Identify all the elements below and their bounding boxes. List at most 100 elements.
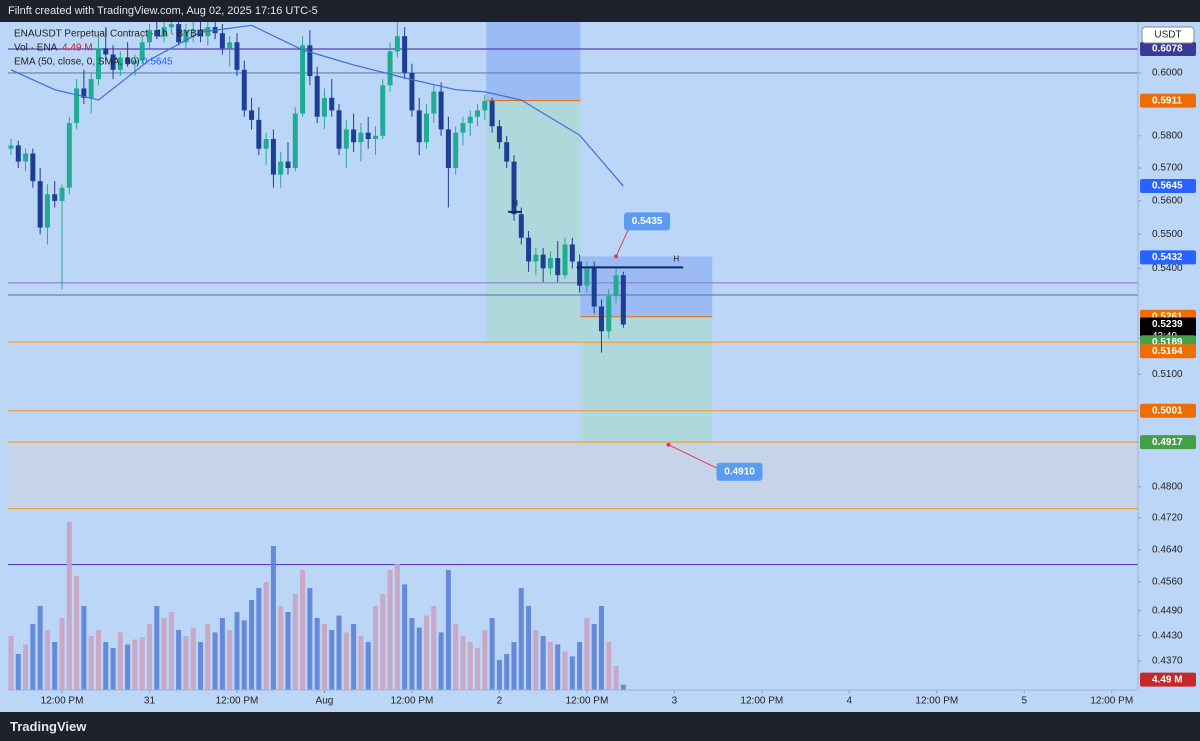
volume-bar xyxy=(117,632,123,690)
candle-body xyxy=(198,30,204,37)
candle-body xyxy=(30,153,36,182)
volume-bar xyxy=(52,642,58,690)
volume-bar xyxy=(402,584,408,690)
y-tick-label: 0.5700 xyxy=(1152,163,1183,174)
volume-bar xyxy=(409,618,415,690)
volume-legend: Vol · ENA xyxy=(14,43,58,54)
volume-bar xyxy=(496,660,502,690)
candle-body xyxy=(285,161,291,169)
volume-bar xyxy=(394,564,400,690)
y-tick-label: 0.4490 xyxy=(1152,605,1183,616)
candle-body xyxy=(482,100,488,111)
volume-bar xyxy=(489,618,495,690)
y-tick-label: 0.5600 xyxy=(1152,196,1183,207)
candle-body xyxy=(15,145,21,162)
volume-bar xyxy=(547,642,553,690)
y-tick-label: 0.5100 xyxy=(1152,369,1183,380)
volume-bar xyxy=(314,618,320,690)
candle-body xyxy=(88,79,94,98)
candle-body xyxy=(37,181,43,228)
candle-body xyxy=(321,97,327,117)
zone xyxy=(8,442,1138,509)
candle-body xyxy=(314,76,320,117)
header-bar: Filnft created with TradingView.com, Aug… xyxy=(0,0,1200,22)
candle-body xyxy=(547,258,553,269)
y-tick-label: 0.5400 xyxy=(1152,263,1183,274)
price-badge xyxy=(1140,250,1196,265)
volume-bar xyxy=(307,588,313,690)
candle-body xyxy=(278,161,284,175)
volume-bar xyxy=(37,606,43,690)
candle-body xyxy=(606,296,612,332)
candle-body xyxy=(613,275,619,297)
price-badge-label: 0.5189 xyxy=(1152,337,1183,348)
candle-body xyxy=(584,268,590,286)
volume-bar xyxy=(95,630,101,690)
candle-body xyxy=(241,69,247,111)
x-tick-label: 12:00 PM xyxy=(740,696,783,707)
volume-bar xyxy=(365,642,371,690)
volume-bar xyxy=(88,636,94,690)
volume-bar xyxy=(66,522,72,690)
candle-body xyxy=(219,33,225,49)
volume-bar xyxy=(577,642,583,690)
candle-body xyxy=(504,142,510,162)
axes: 0.6000 0.5800 0.5700 0.5600 0.5500 0.5400 0.52… xyxy=(8,22,1196,707)
volume-bar xyxy=(526,606,532,690)
callout-dot xyxy=(614,254,619,259)
volume-bar xyxy=(183,636,189,690)
x-tick-label: 12:00 PM xyxy=(1090,696,1133,707)
callout-pointer xyxy=(668,444,725,473)
volume-bar xyxy=(15,654,21,690)
currency: USDT xyxy=(1154,30,1181,41)
candle-body xyxy=(117,57,123,70)
volume-bar xyxy=(555,644,561,690)
x-tick-label: 12:00 PM xyxy=(565,696,608,707)
volume-bar xyxy=(285,612,291,690)
volume-bar xyxy=(475,648,481,690)
volume-bar xyxy=(533,630,539,690)
price-badge-label: 0.6078 xyxy=(1152,44,1183,55)
candle-body xyxy=(380,85,386,136)
candle-body xyxy=(139,42,145,61)
candle-body xyxy=(445,129,451,169)
candle-body xyxy=(591,268,597,307)
candle-body xyxy=(467,116,473,124)
candle-body xyxy=(190,30,196,32)
candle-body xyxy=(540,254,546,269)
volume-bar xyxy=(125,644,131,690)
volume-bar xyxy=(154,606,160,690)
volume-bar xyxy=(23,644,29,690)
candle-body xyxy=(300,45,306,114)
candle-body xyxy=(329,97,335,111)
candle-body xyxy=(416,110,422,143)
chart-title: ENAUSDT Perpetual Contract · 1h · BYBIT xyxy=(14,29,206,40)
price-badge-label: 0.5911 xyxy=(1152,95,1182,106)
candle-body xyxy=(598,306,604,332)
volume-bar xyxy=(343,632,349,690)
volume-legend-value: 4.49 M xyxy=(62,43,93,54)
marker-label: H xyxy=(512,199,518,208)
candle-body xyxy=(358,132,364,143)
volume-bar xyxy=(74,576,80,690)
candle-body xyxy=(562,244,568,276)
y-tick-label: 0.4720 xyxy=(1152,513,1183,524)
volume-bar xyxy=(103,642,109,690)
candle-body xyxy=(460,123,466,133)
volume-bar xyxy=(453,624,459,690)
candle-body xyxy=(394,36,400,52)
candle-body xyxy=(511,161,517,215)
candle-body xyxy=(8,145,14,149)
candle-body xyxy=(52,194,58,201)
volume-bar xyxy=(81,606,87,690)
reward-box xyxy=(486,100,581,343)
candle-body xyxy=(227,42,233,49)
candle-body xyxy=(81,88,87,98)
y-tick-label: 0.5800 xyxy=(1152,130,1183,141)
volume-bar xyxy=(569,656,575,690)
candle-body xyxy=(103,48,109,55)
candle-body xyxy=(125,57,131,64)
candle-body xyxy=(577,261,583,286)
x-tick-label: 12:00 PM xyxy=(391,696,434,707)
